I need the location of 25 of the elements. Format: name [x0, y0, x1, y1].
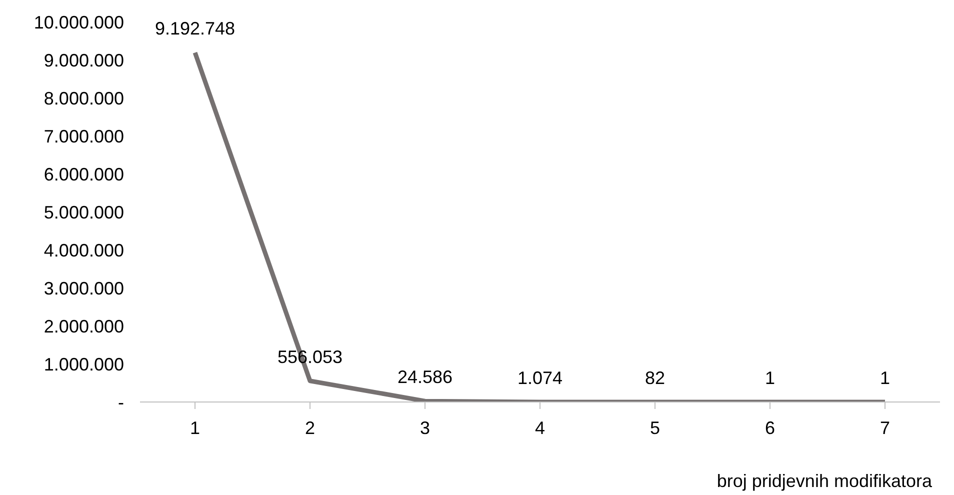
- y-tick-label: 6.000.000: [44, 164, 124, 184]
- y-tick-label: 1.000.000: [44, 354, 124, 374]
- y-tick-label: -: [118, 392, 124, 412]
- data-label: 1: [880, 368, 890, 388]
- y-tick-label: 7.000.000: [44, 126, 124, 146]
- y-tick-label: 10.000.000: [34, 12, 124, 32]
- x-tick-label: 2: [304, 418, 316, 438]
- data-label: 9.192.748: [154, 18, 236, 39]
- y-tick-label: 4.000.000: [44, 240, 124, 260]
- data-label: 82: [644, 368, 666, 388]
- x-tick-label: 5: [650, 418, 660, 438]
- x-tick-label: 3: [420, 418, 430, 438]
- y-tick-label: 2.000.000: [44, 316, 124, 336]
- data-label: 24.586: [397, 367, 453, 388]
- y-tick-label: 9.000.000: [44, 50, 124, 70]
- data-label: 1.074: [517, 368, 563, 388]
- x-tick-label: 1: [190, 418, 200, 438]
- x-tick-label: 7: [880, 418, 890, 438]
- y-tick-label: 8.000.000: [44, 88, 124, 108]
- x-tick-label: 6: [764, 418, 776, 438]
- data-label: 1: [764, 368, 776, 388]
- x-tick-label: 4: [534, 418, 546, 438]
- y-tick-label: 5.000.000: [44, 202, 124, 222]
- x-axis-title: broj pridjevnih modifikatora: [716, 471, 933, 491]
- y-tick-label: 3.000.000: [44, 278, 124, 298]
